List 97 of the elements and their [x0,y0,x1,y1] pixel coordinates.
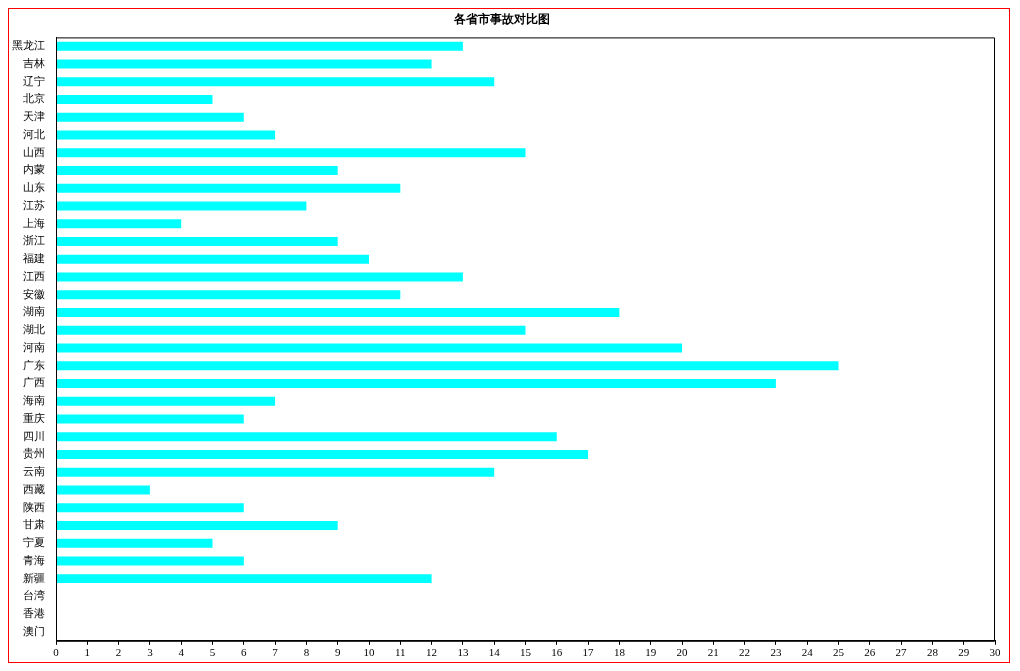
bar [56,130,276,140]
y-tick-label: 江苏 [23,198,45,211]
bar [56,361,839,371]
x-tick-label: 19 [645,646,657,659]
y-tick-label: 福建 [23,252,45,265]
x-tick-label: 18 [613,646,626,659]
y-tick-label: 内蒙 [23,163,45,176]
x-tick-label: 15 [520,646,532,659]
bar [56,272,463,282]
bar [56,450,589,459]
y-tick-label: 河北 [23,127,45,140]
x-tick-label: 23 [770,646,782,659]
y-tick-label: 贵州 [23,447,45,460]
y-tick-label: 湖南 [23,305,45,318]
x-tick-label: 10 [363,646,375,659]
bar [56,343,682,353]
bar [56,396,276,406]
bar [56,237,338,246]
bar [56,219,182,229]
x-tick-label: 30 [989,646,1001,659]
y-tick-label: 山西 [23,145,45,158]
bar [56,59,432,69]
bar [56,201,307,211]
chart-title: 各省市事故对比图 [453,12,550,27]
x-tick-label: 17 [582,646,595,659]
y-tick-label: 香港 [23,607,45,620]
y-tick-label: 四川 [23,429,45,442]
y-tick-label: 辽宁 [23,74,45,87]
bar [56,183,401,193]
bar [56,556,244,566]
x-tick-label: 3 [147,646,154,659]
bar [56,485,150,495]
x-tick-label: 5 [209,646,216,659]
x-tick-label: 14 [488,646,501,659]
bar [56,254,369,264]
x-tick-label: 26 [864,646,876,659]
x-tick-label: 8 [303,646,310,659]
bar [56,325,526,335]
x-tick-label: 2 [115,646,122,659]
x-tick-label: 21 [707,646,719,659]
y-tick-label: 甘肃 [23,518,45,531]
bar [56,521,338,530]
bar [56,77,495,87]
y-tick-label: 浙江 [23,234,45,247]
bar [56,166,338,175]
bar [56,41,463,51]
y-tick-label: 江西 [23,269,45,282]
y-tick-label: 海南 [23,394,45,407]
x-tick-label: 13 [457,646,469,659]
y-tick-label: 西藏 [23,482,45,495]
y-tick-label: 北京 [23,92,45,105]
x-tick-label: 22 [739,646,751,659]
bar [56,112,244,122]
y-tick-label: 青海 [23,553,45,566]
bar [56,414,244,424]
x-tick-label: 4 [178,646,185,659]
y-tick-label: 吉林 [23,56,45,69]
bar [56,538,213,548]
x-tick-label: 29 [958,646,970,659]
bar [56,467,495,477]
bar [56,503,244,513]
x-tick-label: 16 [551,646,563,659]
y-tick-label: 天津 [23,110,45,123]
x-tick-label: 24 [801,646,814,659]
y-tick-label: 湖北 [23,323,45,336]
y-tick-label: 澳门 [23,624,45,637]
y-tick-label: 广西 [23,376,45,389]
x-tick-label: 1 [84,646,91,659]
y-tick-label: 云南 [23,465,45,478]
x-tick-label: 11 [395,646,406,659]
x-tick-label: 9 [334,646,341,659]
bar [56,574,432,584]
y-tick-label: 山东 [23,181,45,194]
x-tick-label: 20 [676,646,688,659]
y-tick-label: 台湾 [23,589,45,602]
y-tick-label: 宁夏 [23,536,45,549]
y-tick-label: 上海 [23,216,45,229]
bar [56,432,557,442]
bar [56,148,526,158]
y-tick-label: 河南 [23,340,45,353]
y-tick-label: 广东 [23,358,45,371]
x-tick-label: 6 [241,646,248,659]
y-tick-label: 新疆 [23,571,45,584]
x-tick-label: 12 [426,646,438,659]
y-tick-label: 重庆 [23,411,45,424]
x-tick-label: 7 [272,646,279,659]
x-tick-label: 28 [926,646,939,659]
bar [56,308,620,317]
x-tick-label: 25 [833,646,845,659]
y-tick-label: 黑龙江 [12,39,45,52]
x-tick-label: 0 [53,646,60,659]
y-tick-label: 陕西 [23,500,45,513]
x-tick-label: 27 [895,646,908,659]
bar [56,95,213,104]
bar [56,379,776,388]
y-tick-label: 安徽 [23,287,45,300]
bar [56,290,401,300]
